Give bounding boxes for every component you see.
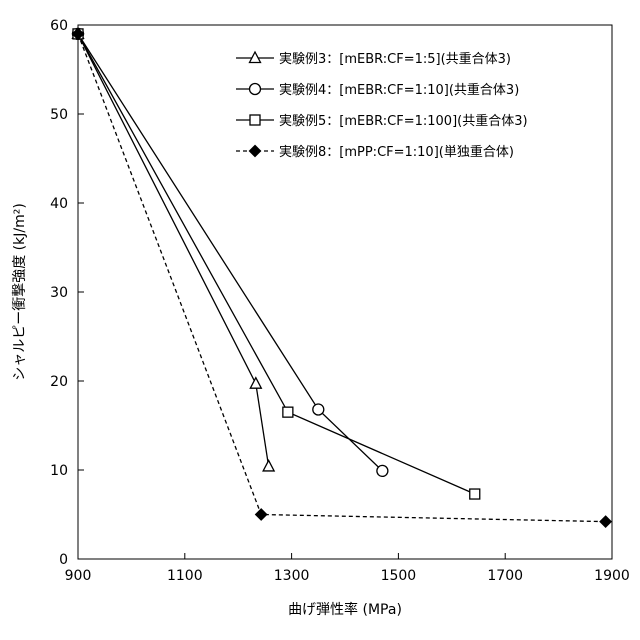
point-ex3-2 <box>249 376 263 389</box>
legend-label-ex4: 実験例4：[mEBR:CF=1:10](共重合体3) <box>279 82 519 98</box>
series-line-ex8 <box>77 33 606 523</box>
x-axis-ticks: 900 1100 1300 1500 1700 1900 <box>65 553 630 584</box>
y-axis-ticks: 0 10 20 30 40 50 60 <box>50 18 84 568</box>
legend-marker-ex8 <box>248 144 262 158</box>
legend-label-ex8: 実験例8：[mPP:CF=1:10](単独重合体) <box>279 144 514 160</box>
legend-marker-ex3 <box>248 50 262 64</box>
legend-marker-ex4 <box>248 82 262 96</box>
legend-marker-ex5 <box>249 114 261 126</box>
legend-label-ex3: 実験例3：[mEBR:CF=1:5](共重合体3) <box>279 51 511 67</box>
point-ex5-2 <box>282 406 294 418</box>
legend-label-ex5: 実験例5：[mEBR:CF=1:100](共重合体3) <box>279 113 528 129</box>
x-tick-label: 1900 <box>594 568 630 584</box>
x-tick-label: 900 <box>65 568 92 584</box>
series-line-ex3 <box>77 33 270 467</box>
series-layer <box>71 26 613 529</box>
y-tick-label: 10 <box>50 463 68 479</box>
point-ex8-2 <box>254 508 268 521</box>
point-ex8-3 <box>599 515 613 529</box>
series-line-ex4 <box>77 33 383 472</box>
point-ex3-3 <box>262 459 276 472</box>
y-tick-label: 60 <box>50 18 68 34</box>
point-ex4-2 <box>312 403 325 416</box>
x-tick-label: 1300 <box>274 568 310 584</box>
y-tick-label: 40 <box>50 196 68 212</box>
point-ex5-3 <box>469 488 481 500</box>
point-ex4-3 <box>376 464 389 478</box>
y-tick-label: 50 <box>50 107 68 123</box>
x-tick-label: 1500 <box>381 568 417 584</box>
x-tick-label: 1100 <box>167 568 203 584</box>
plot-area <box>77 24 613 560</box>
y-axis-label: シャルピー衝撃強度 (kJ/m²) <box>12 203 28 381</box>
point-ex8-1 <box>71 27 85 41</box>
series-line-ex5 <box>77 33 476 495</box>
legend: 実験例3：[mEBR:CF=1:5](共重合体3) 実験例4：[mEBR:CF=1… <box>236 50 528 160</box>
y-tick-label: 0 <box>59 552 68 568</box>
y-tick-label: 20 <box>50 374 68 390</box>
y-tick-label: 30 <box>50 285 68 301</box>
x-axis-label: 曲げ弾性率 (MPa) <box>288 601 402 618</box>
x-tick-label: 1700 <box>487 568 523 584</box>
